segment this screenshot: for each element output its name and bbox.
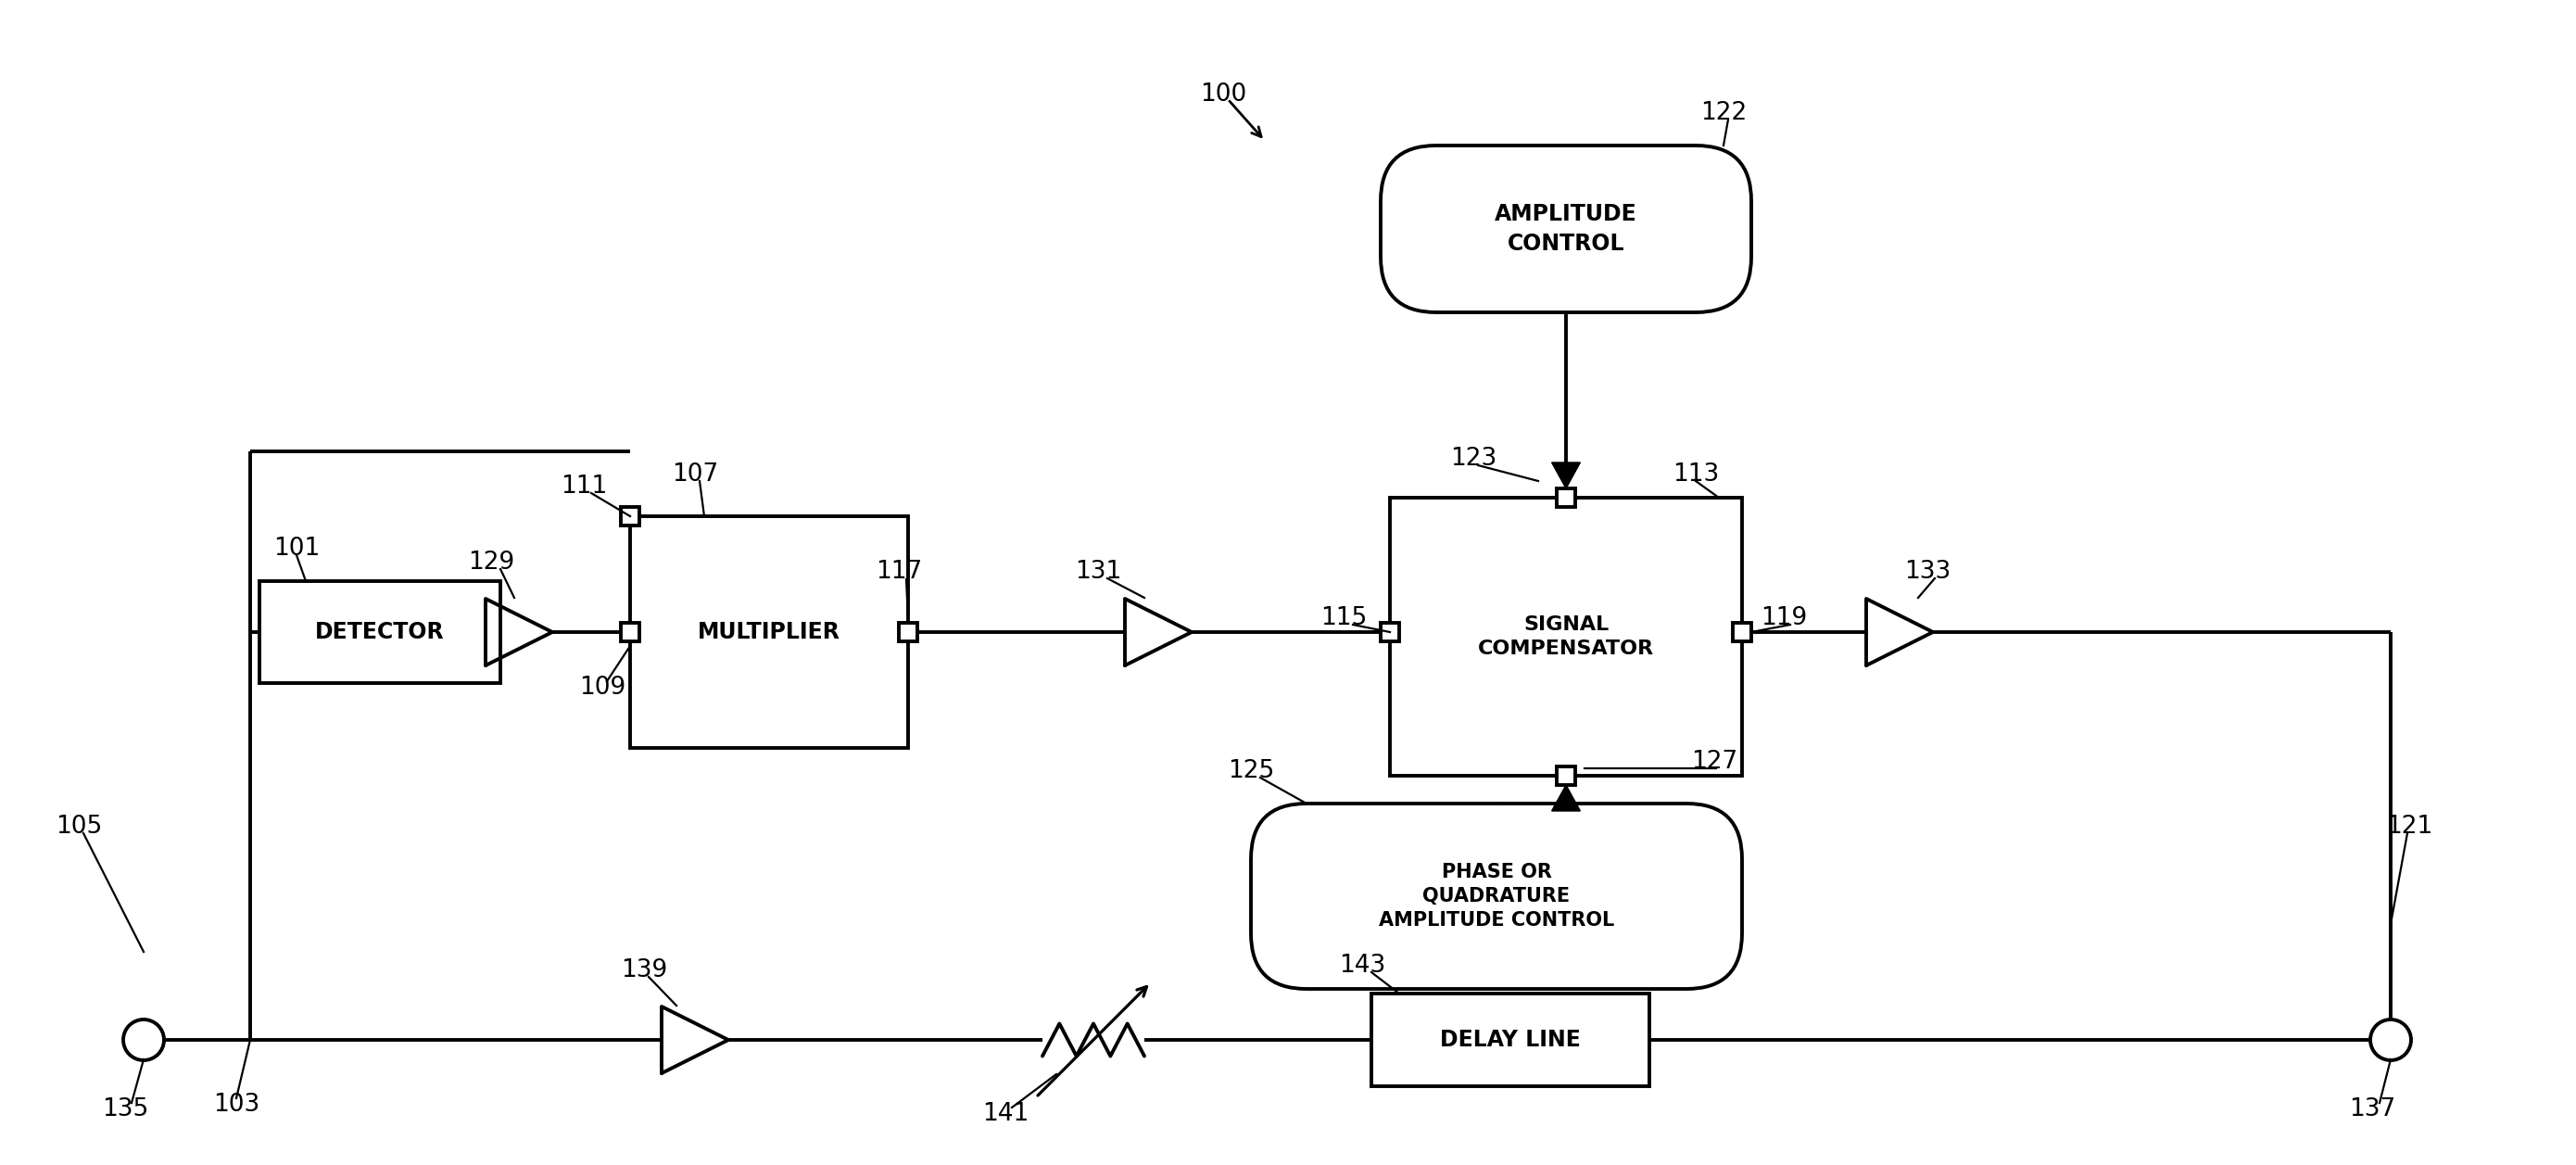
Circle shape <box>2370 1019 2411 1060</box>
Text: 143: 143 <box>1340 954 1386 977</box>
Text: 117: 117 <box>876 560 922 584</box>
FancyBboxPatch shape <box>1381 146 1752 312</box>
FancyBboxPatch shape <box>1370 994 1649 1086</box>
FancyBboxPatch shape <box>631 516 909 748</box>
Text: 101: 101 <box>273 537 319 560</box>
Text: 107: 107 <box>672 463 719 487</box>
Text: 121: 121 <box>2385 814 2432 839</box>
Bar <box>1556 488 1577 507</box>
Circle shape <box>124 1019 165 1060</box>
Text: 137: 137 <box>2349 1097 2396 1122</box>
Text: 131: 131 <box>1074 560 1121 584</box>
Text: 103: 103 <box>214 1093 260 1117</box>
Text: 109: 109 <box>580 676 626 700</box>
Text: 139: 139 <box>621 959 667 982</box>
Text: 119: 119 <box>1759 606 1806 630</box>
Text: AMPLITUDE
CONTROL: AMPLITUDE CONTROL <box>1494 203 1638 255</box>
Text: PHASE OR
QUADRATURE
AMPLITUDE CONTROL: PHASE OR QUADRATURE AMPLITUDE CONTROL <box>1378 862 1615 930</box>
FancyBboxPatch shape <box>1391 497 1741 776</box>
Text: 105: 105 <box>57 814 103 839</box>
Text: 123: 123 <box>1450 446 1497 471</box>
Text: 115: 115 <box>1321 606 1368 630</box>
Bar <box>621 507 639 525</box>
Bar <box>899 623 917 642</box>
Text: DELAY LINE: DELAY LINE <box>1440 1029 1582 1051</box>
Text: DETECTOR: DETECTOR <box>314 621 446 643</box>
Text: 133: 133 <box>1904 560 1950 584</box>
Text: 113: 113 <box>1672 463 1718 487</box>
Bar <box>1556 767 1577 785</box>
Text: 111: 111 <box>562 474 608 499</box>
Text: 129: 129 <box>469 551 515 574</box>
Text: 125: 125 <box>1229 760 1275 783</box>
Text: 100: 100 <box>1200 83 1247 106</box>
Text: 135: 135 <box>103 1097 149 1122</box>
Polygon shape <box>1551 463 1579 488</box>
Bar <box>1381 623 1399 642</box>
FancyBboxPatch shape <box>1252 804 1741 989</box>
Bar <box>1734 623 1752 642</box>
Text: SIGNAL
COMPENSATOR: SIGNAL COMPENSATOR <box>1479 615 1654 658</box>
Text: MULTIPLIER: MULTIPLIER <box>698 621 840 643</box>
Polygon shape <box>1551 785 1579 811</box>
Text: 122: 122 <box>1700 101 1747 125</box>
Bar <box>621 623 639 642</box>
Text: 141: 141 <box>981 1102 1028 1127</box>
FancyBboxPatch shape <box>260 581 500 683</box>
Text: 127: 127 <box>1690 750 1739 774</box>
